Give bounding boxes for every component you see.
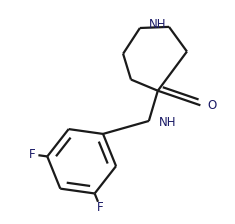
Text: F: F [97,201,104,214]
Text: NH: NH [159,116,176,129]
Text: NH: NH [149,17,167,31]
Text: O: O [207,99,216,112]
Text: F: F [29,148,35,161]
